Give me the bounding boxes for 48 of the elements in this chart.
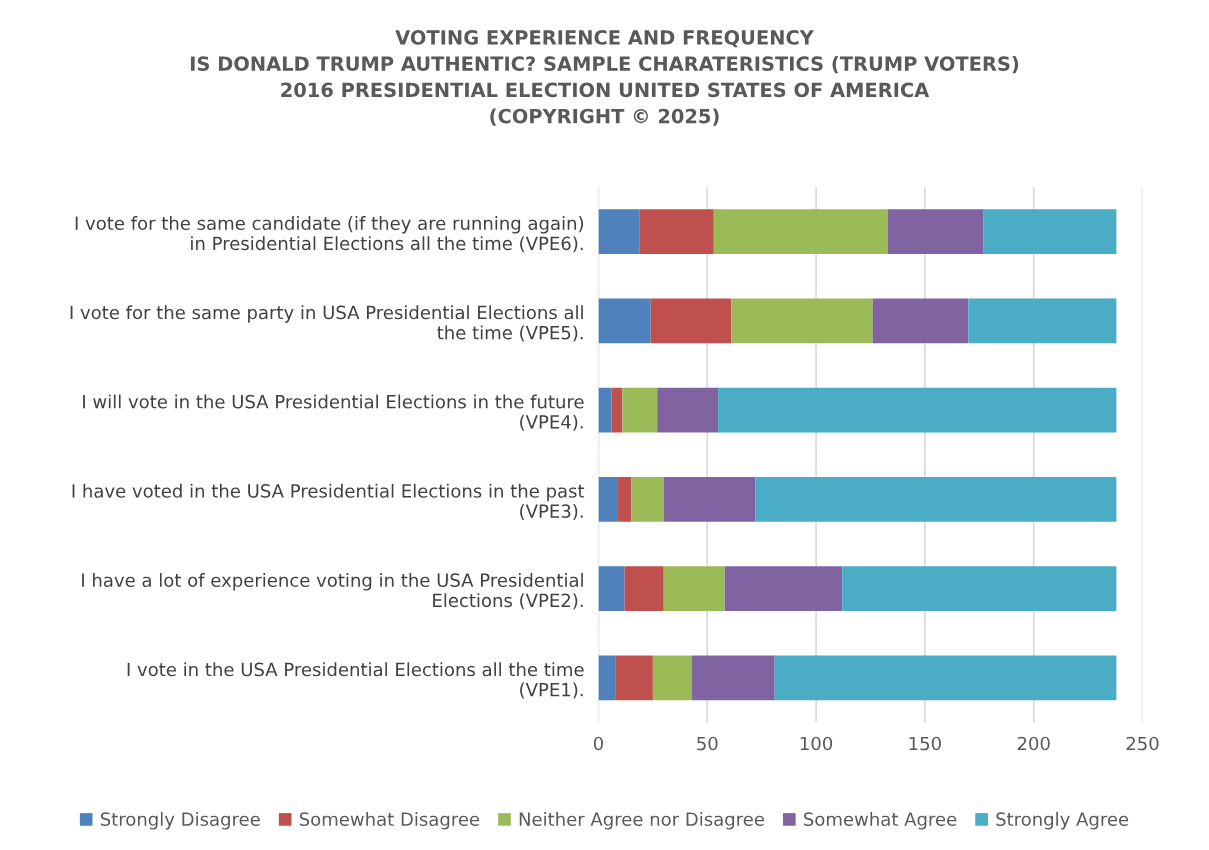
y-tick-label: I vote in the USA Presidential Elections all the time (VPE1). <box>127 662 584 699</box>
bar <box>718 387 1117 433</box>
y-tick-label: I have a lot of experience voting in the USA Presidential Elections (VPE2). <box>82 573 583 610</box>
bar <box>663 566 725 611</box>
bar <box>774 655 1117 701</box>
bar <box>598 566 625 611</box>
bar <box>598 298 651 344</box>
bar <box>615 655 653 701</box>
bar <box>663 477 756 522</box>
bar <box>611 387 623 433</box>
bar <box>887 209 984 254</box>
bar <box>983 209 1117 254</box>
bar <box>713 209 888 254</box>
y-tick-label: I vote for the same party in USA Presidential Elections all the time (VPE5). <box>70 305 583 342</box>
x-tick-label: 50 <box>697 736 718 751</box>
y-tick-label: I vote for the same candidate (if they are running again) in Presidential Elections all the time (VPE6). <box>75 216 584 253</box>
x-tick-label: 150 <box>909 736 941 751</box>
x-tick-label: 0 <box>593 736 603 751</box>
bar <box>639 209 714 254</box>
bar <box>624 566 664 611</box>
bar <box>692 655 775 701</box>
bar <box>598 209 640 254</box>
bar <box>598 655 616 701</box>
bar <box>872 298 969 344</box>
legend-label: Somewhat Disagree <box>299 812 480 830</box>
bar <box>968 298 1117 344</box>
bar <box>842 566 1117 611</box>
legend-label: Neither Agree nor Disagree <box>519 812 764 830</box>
legend-label: Strongly Agree <box>996 812 1129 830</box>
x-tick-label: 250 <box>1126 736 1159 751</box>
y-tick-label: I will vote in the USA Presidential Elections in the future (VPE4). <box>83 394 584 431</box>
bar <box>598 387 612 433</box>
bar <box>731 298 873 344</box>
bar <box>724 566 843 611</box>
legend-label: Strongly Disagree <box>100 812 260 830</box>
bar <box>618 477 632 522</box>
y-tick-label: I have voted in the USA Presidential Elections in the past (VPE3). <box>72 483 585 521</box>
bar <box>755 477 1117 522</box>
x-tick-label: 200 <box>1017 736 1050 751</box>
chart-title: VOTING EXPERIENCE AND FREQUENCY IS DONALD TRUMP AUTHENTIC? SAMPLE CHARATERISTICS (TRUMP VOTERS) 2016 PRESIDENTIAL ELECTION UNITED STATES OF AMERICA (COPYRIGHT © 2025) <box>190 30 1019 126</box>
bar <box>650 298 732 344</box>
bar <box>631 477 664 522</box>
x-tick-label: 100 <box>800 736 833 751</box>
bar <box>598 477 619 522</box>
bar <box>622 387 658 433</box>
bar <box>657 387 719 433</box>
legend-label: Somewhat Agree <box>804 812 957 830</box>
bar <box>652 655 693 701</box>
